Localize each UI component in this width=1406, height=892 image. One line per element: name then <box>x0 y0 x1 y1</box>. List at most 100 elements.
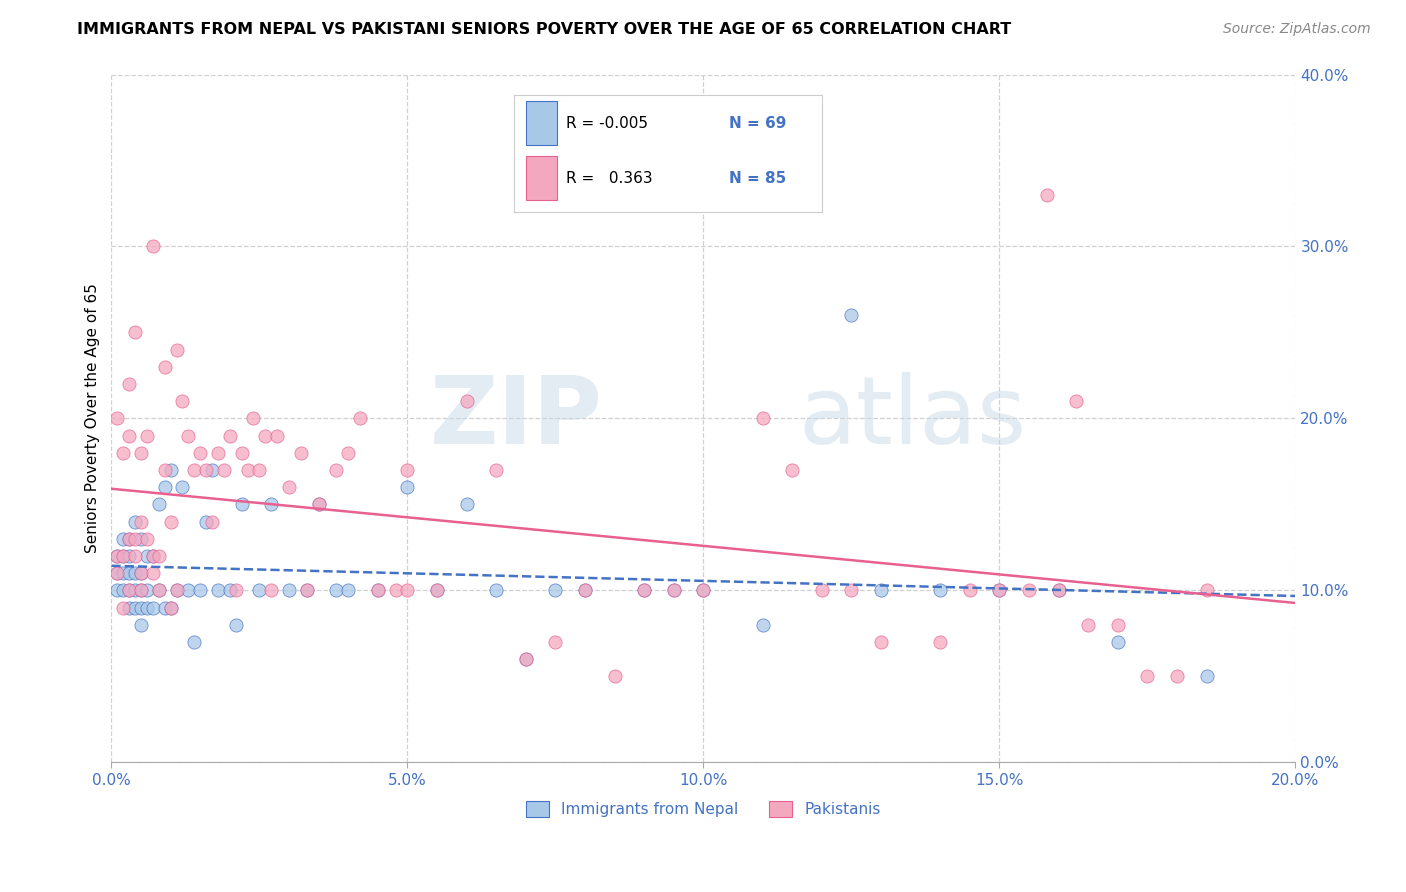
Point <box>1077 618 1099 632</box>
Point <box>201 463 224 477</box>
Point <box>456 394 478 409</box>
Point <box>129 566 152 581</box>
Point <box>136 532 159 546</box>
Legend: Immigrants from Nepal, Pakistanis: Immigrants from Nepal, Pakistanis <box>520 796 887 823</box>
Point <box>295 583 318 598</box>
Point <box>260 583 283 598</box>
Point <box>118 583 141 598</box>
Point <box>295 583 318 598</box>
Point <box>188 583 211 598</box>
Point <box>1066 394 1088 409</box>
Point <box>811 583 834 598</box>
Text: ZIP: ZIP <box>430 373 603 465</box>
Point <box>153 359 176 374</box>
Point <box>515 652 537 666</box>
Point <box>129 600 152 615</box>
Point <box>988 583 1011 598</box>
Point <box>159 515 181 529</box>
Point <box>148 498 170 512</box>
Y-axis label: Seniors Poverty Over the Age of 65: Seniors Poverty Over the Age of 65 <box>86 284 100 553</box>
Point <box>751 618 773 632</box>
Point <box>112 549 135 563</box>
Point <box>142 549 165 563</box>
Point <box>172 480 194 494</box>
Point <box>231 446 253 460</box>
Point <box>225 618 247 632</box>
Point <box>129 618 152 632</box>
Point <box>929 583 952 598</box>
Point <box>988 583 1011 598</box>
Point <box>308 498 330 512</box>
Point <box>124 583 146 598</box>
Point <box>207 583 229 598</box>
Point <box>201 515 224 529</box>
Point <box>236 463 259 477</box>
Point <box>207 446 229 460</box>
Point <box>692 583 714 598</box>
Point <box>166 583 188 598</box>
Point <box>105 411 128 425</box>
Point <box>603 669 626 683</box>
Text: IMMIGRANTS FROM NEPAL VS PAKISTANI SENIORS POVERTY OVER THE AGE OF 65 CORRELATIO: IMMIGRANTS FROM NEPAL VS PAKISTANI SENIO… <box>77 22 1011 37</box>
Point <box>1047 583 1070 598</box>
Text: Source: ZipAtlas.com: Source: ZipAtlas.com <box>1223 22 1371 37</box>
Point <box>751 411 773 425</box>
Point <box>574 583 596 598</box>
Point <box>124 549 146 563</box>
Point <box>124 600 146 615</box>
Point <box>367 583 389 598</box>
Point <box>124 326 146 340</box>
Point <box>124 566 146 581</box>
Point <box>118 532 141 546</box>
Point <box>1018 583 1040 598</box>
Point <box>1047 583 1070 598</box>
Point <box>129 446 152 460</box>
Point <box>1195 669 1218 683</box>
Point <box>118 532 141 546</box>
Point <box>129 532 152 546</box>
Point <box>148 583 170 598</box>
Point <box>780 463 803 477</box>
Point <box>929 635 952 649</box>
Point <box>118 583 141 598</box>
Point <box>249 583 271 598</box>
Point <box>118 377 141 392</box>
Point <box>105 549 128 563</box>
Point <box>195 515 218 529</box>
Point <box>1036 188 1059 202</box>
Point <box>260 498 283 512</box>
Point <box>692 583 714 598</box>
Point <box>112 532 135 546</box>
Point <box>153 600 176 615</box>
Point <box>870 583 893 598</box>
Point <box>325 463 347 477</box>
Point <box>118 549 141 563</box>
Point <box>225 583 247 598</box>
Point <box>841 583 863 598</box>
Point <box>112 566 135 581</box>
Point <box>212 463 235 477</box>
Point <box>1166 669 1188 683</box>
Point <box>337 446 360 460</box>
Point <box>396 583 419 598</box>
Point <box>153 480 176 494</box>
Point <box>129 583 152 598</box>
Point <box>254 428 277 442</box>
Point <box>142 600 165 615</box>
Point <box>325 583 347 598</box>
Point <box>129 583 152 598</box>
Point <box>148 549 170 563</box>
Point <box>124 532 146 546</box>
Point <box>426 583 449 598</box>
Point <box>662 583 685 598</box>
Point <box>159 600 181 615</box>
Point <box>218 428 240 442</box>
Point <box>188 446 211 460</box>
Point <box>396 463 419 477</box>
Point <box>183 463 205 477</box>
Point <box>266 428 288 442</box>
Point <box>129 566 152 581</box>
Point <box>136 583 159 598</box>
Point <box>153 463 176 477</box>
Point <box>112 446 135 460</box>
